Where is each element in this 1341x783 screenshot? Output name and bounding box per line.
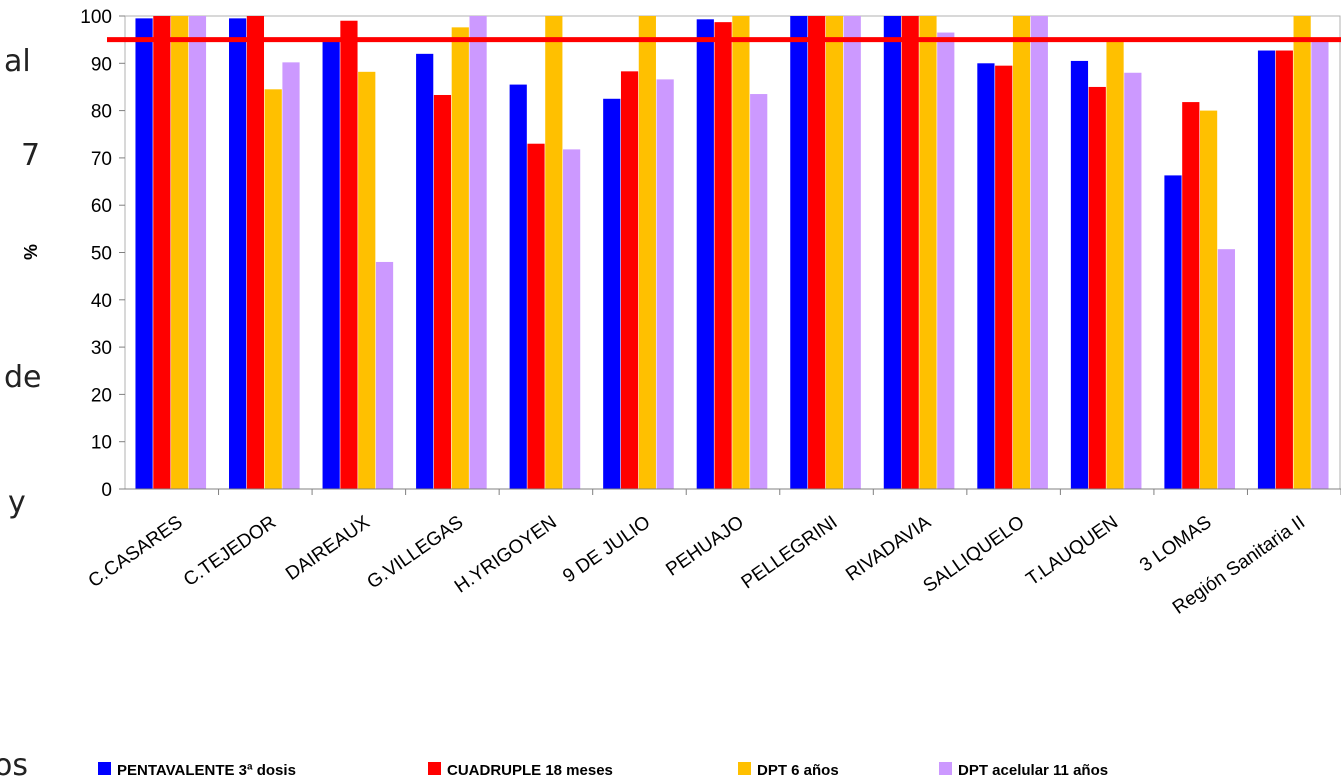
bar (638, 16, 656, 489)
bar (790, 16, 808, 489)
bar (808, 16, 826, 489)
bar (451, 27, 469, 490)
bar (1257, 50, 1276, 490)
x-tick-label: SALLIQUELO (920, 512, 1029, 597)
legend-swatch (738, 762, 751, 775)
y-tick-label: 40 (91, 291, 112, 312)
bar (995, 65, 1013, 489)
y-tick-label: 60 (91, 196, 112, 217)
y-tick-label: 20 (91, 385, 112, 406)
bar (732, 16, 750, 489)
bar (1106, 39, 1124, 490)
legend-entry: DPT 6 años (757, 762, 839, 778)
bar (977, 63, 995, 490)
bar (1217, 249, 1235, 489)
bar (509, 84, 527, 490)
bar (620, 71, 639, 489)
bar (153, 16, 171, 489)
bar (714, 22, 732, 490)
y-tick-label: 80 (91, 102, 112, 123)
x-tick-label: PEHUAJO (662, 512, 748, 581)
y-tick-label: 50 (91, 244, 112, 265)
bar (1070, 60, 1089, 490)
bar (135, 18, 153, 490)
bar (358, 71, 376, 490)
x-tick-label: PELLEGRINI (738, 512, 842, 593)
bar (229, 18, 247, 490)
bar (750, 94, 768, 490)
bar (696, 19, 714, 489)
bar (171, 16, 189, 489)
legend-entry: CUADRUPLE 18 meses (447, 762, 613, 778)
bar (883, 16, 901, 489)
bar (1124, 72, 1142, 489)
bar (433, 94, 452, 489)
legend-swatch (428, 762, 441, 775)
side-text-fragment: y (8, 485, 26, 520)
side-text-fragment: de (4, 360, 42, 395)
bar (340, 20, 358, 489)
bar (1088, 86, 1106, 489)
bar (1182, 102, 1200, 489)
bar (1164, 175, 1182, 489)
x-tick-label: H.YRIGOYEN (451, 512, 561, 598)
x-tick-label: C.TEJEDOR (180, 512, 280, 591)
bar (527, 143, 545, 489)
side-text-fragment: 7 (21, 138, 41, 173)
x-tick-label: T.LAUQUEN (1023, 512, 1122, 590)
bar (656, 79, 674, 489)
bar (188, 16, 207, 489)
y-tick-label: 100 (80, 7, 112, 28)
bar (1199, 110, 1218, 489)
legend: PENTAVALENTE 3ª dosis CUADRUPLE 18 meses D… (98, 762, 1108, 778)
x-tick-label: 3 LOMAS (1136, 512, 1216, 576)
x-tick-label: DAIREAUX (282, 512, 374, 585)
y-axis-label: % (21, 244, 41, 260)
bar (545, 16, 563, 489)
bar (1030, 16, 1048, 489)
bar (603, 98, 621, 490)
x-tick-label: C.CASARES (85, 512, 187, 592)
bar (937, 32, 955, 490)
x-tick-label: 9 DE JULIO (559, 512, 654, 587)
side-text-fragment: os (0, 748, 28, 783)
bar (264, 89, 282, 489)
y-tick-label: 10 (91, 433, 112, 454)
bar (1275, 50, 1293, 490)
bar-group (135, 16, 1329, 490)
bar (322, 39, 340, 490)
bar (375, 261, 394, 489)
bar (1293, 16, 1311, 489)
x-tick-label: RIVADAVIA (842, 512, 935, 586)
y-tick-label: 30 (91, 338, 112, 359)
bar (919, 16, 937, 489)
legend-entry: PENTAVALENTE 3ª dosis (117, 762, 296, 778)
y-tick-label: 70 (91, 149, 112, 170)
bar (843, 16, 861, 489)
legend-swatch (939, 762, 952, 775)
bar (282, 62, 300, 489)
bar (1311, 39, 1329, 490)
bar (1012, 16, 1031, 489)
bar (825, 16, 844, 489)
legend-entry: DPT acelular 11 años (958, 762, 1108, 778)
bar (901, 16, 919, 489)
legend-swatch (98, 762, 111, 775)
bar (469, 16, 487, 489)
bar (563, 149, 581, 490)
side-text-fragment: al (4, 44, 31, 79)
y-tick-label: 90 (91, 54, 112, 75)
y-tick-label: 0 (101, 480, 112, 501)
bar (246, 16, 265, 489)
bar (416, 53, 434, 490)
